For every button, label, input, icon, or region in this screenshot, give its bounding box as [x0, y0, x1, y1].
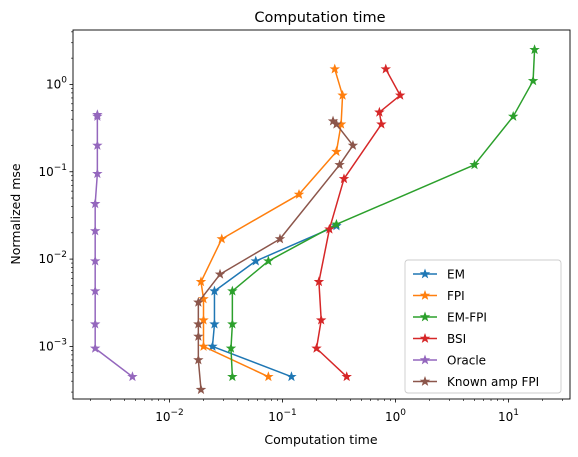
- y-axis: 10−3 10−2 10−1 100: [38, 31, 73, 393]
- data-point: [195, 384, 207, 395]
- legend-marker: [419, 268, 431, 279]
- data-point: [374, 106, 385, 117]
- data-point: [263, 255, 274, 266]
- data-point: [341, 371, 352, 382]
- data-point: [334, 159, 345, 170]
- series-line: [230, 49, 536, 377]
- legend-label: FPI: [447, 289, 465, 303]
- legend-marker: [419, 311, 431, 322]
- data-point: [89, 285, 101, 296]
- data-point: [376, 118, 387, 129]
- data-point: [89, 225, 101, 236]
- data-point: [89, 255, 101, 266]
- data-point: [469, 159, 480, 170]
- series-line: [315, 68, 401, 378]
- data-point: [198, 314, 209, 325]
- data-point: [347, 139, 359, 150]
- data-point: [198, 293, 209, 304]
- data-point: [127, 371, 138, 382]
- data-point: [529, 44, 540, 55]
- data-point: [198, 340, 209, 351]
- data-point: [195, 276, 207, 287]
- x-tick-label: 10−2: [155, 408, 184, 424]
- x-tick-label: 100: [385, 408, 406, 424]
- chart-title: Computation time: [254, 10, 385, 26]
- series-layer: [89, 44, 540, 395]
- legend-item: BSI: [413, 332, 466, 346]
- data-point: [92, 139, 103, 150]
- x-tick-label: 101: [498, 408, 519, 424]
- data-point: [227, 318, 238, 329]
- data-point: [193, 354, 204, 365]
- data-point: [193, 318, 204, 329]
- data-point: [89, 342, 101, 353]
- data-point: [209, 318, 220, 329]
- y-axis-label: Normalized mse: [8, 163, 23, 265]
- data-point: [286, 371, 297, 382]
- data-point: [394, 89, 406, 100]
- y-tick-label: 10−2: [38, 250, 67, 266]
- data-point: [327, 115, 339, 126]
- legend: EM FPI EM-FPI BSI Oracle Known amp FPI: [404, 259, 562, 394]
- legend-item: Known amp FPI: [413, 375, 539, 389]
- series-bsi: [311, 63, 406, 382]
- series-oracle: [89, 109, 138, 382]
- y-tick-label: 100: [46, 75, 67, 91]
- data-point: [329, 63, 340, 74]
- data-point: [207, 340, 218, 351]
- legend-label: EM-FPI: [447, 311, 487, 325]
- legend-label: BSI: [447, 332, 466, 346]
- data-point: [92, 109, 103, 120]
- legend-marker: [419, 333, 431, 343]
- data-point: [227, 285, 238, 296]
- legend-label: EM: [447, 268, 465, 282]
- data-point: [315, 314, 327, 325]
- series-em-fpi: [225, 44, 540, 382]
- data-point: [313, 276, 325, 287]
- data-point: [225, 342, 237, 353]
- data-point: [193, 330, 204, 341]
- data-point: [331, 146, 342, 157]
- data-point: [324, 223, 335, 234]
- legend-item: EM: [413, 268, 465, 282]
- data-point: [311, 342, 322, 353]
- series-fpi: [195, 63, 348, 382]
- data-point: [250, 255, 261, 266]
- data-point: [193, 296, 204, 307]
- data-point: [92, 168, 103, 179]
- data-point: [214, 268, 226, 279]
- data-point: [274, 233, 286, 244]
- data-point: [89, 198, 101, 209]
- series-known-amp-fpi: [193, 115, 359, 395]
- legend-marker: [419, 290, 431, 300]
- data-point: [263, 371, 274, 382]
- x-tick-label: 10−1: [268, 408, 297, 424]
- legend-item: EM-FPI: [413, 311, 487, 325]
- legend-box: [404, 259, 562, 394]
- legend-label: Known amp FPI: [447, 375, 539, 389]
- data-point: [337, 89, 348, 100]
- data-point: [331, 218, 342, 229]
- data-point: [216, 233, 227, 244]
- legend-item: FPI: [413, 289, 465, 303]
- data-point: [209, 285, 220, 296]
- data-point: [380, 63, 391, 74]
- legend-marker: [419, 354, 431, 365]
- data-point: [527, 75, 539, 86]
- y-tick-label: 10−1: [38, 163, 67, 179]
- series-line: [211, 225, 337, 378]
- data-point: [507, 110, 519, 121]
- legend-marker: [419, 376, 431, 386]
- x-axis-label: Computation time: [264, 432, 377, 447]
- data-point: [293, 188, 305, 199]
- data-point: [338, 173, 350, 184]
- data-point: [89, 318, 101, 329]
- data-point: [227, 371, 238, 382]
- x-axis: 10−2 10−1 100 101: [90, 399, 563, 424]
- legend-label: Oracle: [447, 354, 486, 368]
- y-tick-label: 10−3: [38, 337, 67, 353]
- legend-item: Oracle: [413, 354, 486, 368]
